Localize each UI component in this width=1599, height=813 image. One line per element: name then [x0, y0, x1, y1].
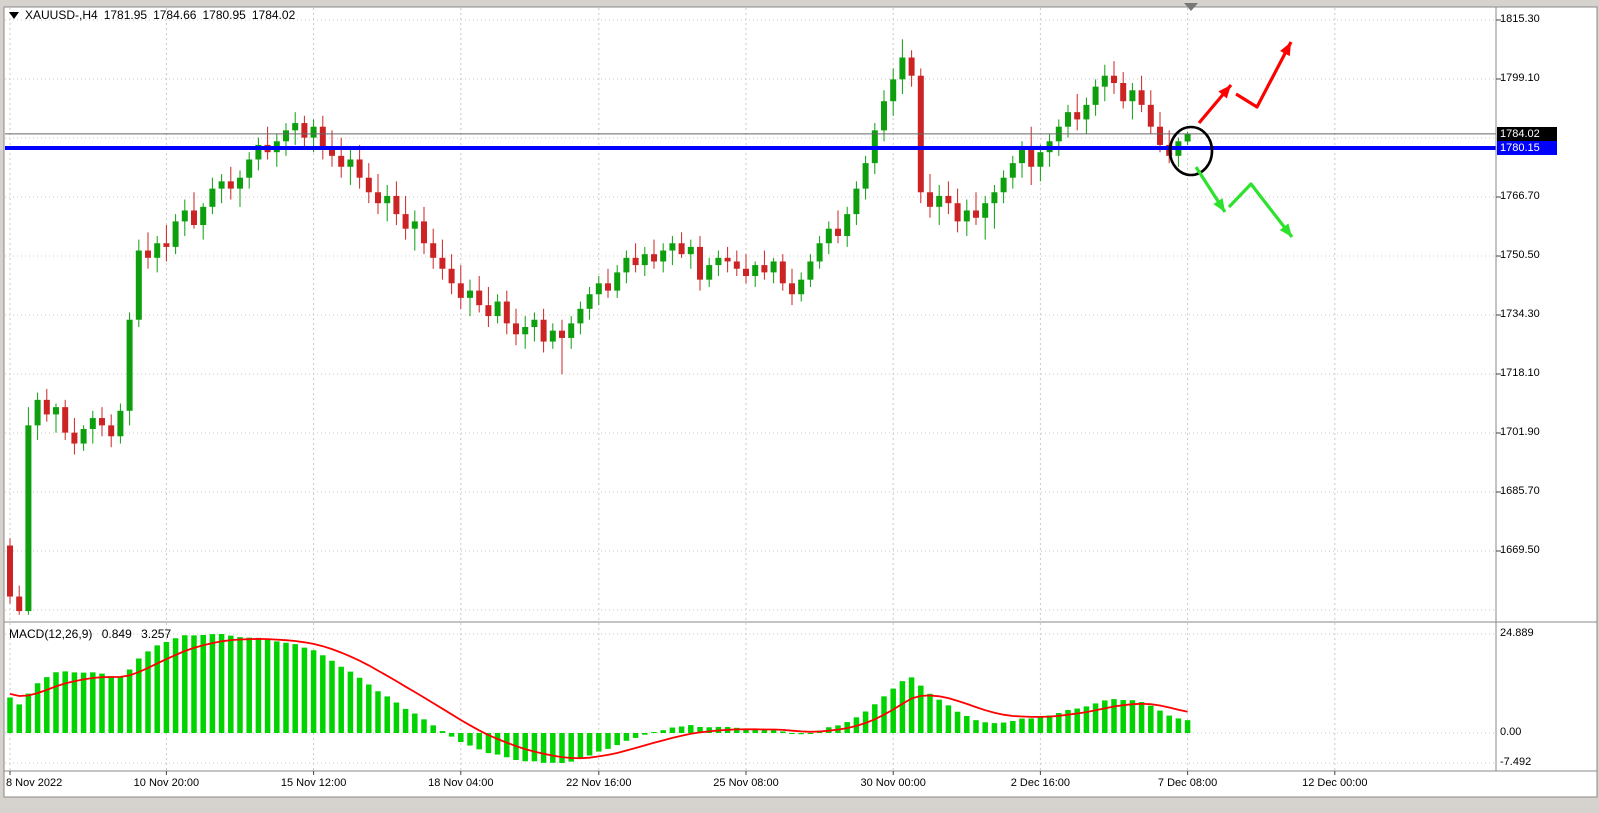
- quote-open: 1781.95: [103, 8, 148, 22]
- quote-low: 1780.95: [202, 8, 246, 22]
- macd-histogram: [7, 634, 1191, 763]
- highlight-circle[interactable]: [1168, 125, 1214, 177]
- current-price-tag: 1784.02: [1497, 127, 1557, 141]
- bullish-scenario-arrow[interactable]: [1197, 41, 1293, 125]
- grid: [5, 8, 1496, 771]
- quote-high: 1784.66: [153, 8, 197, 22]
- chart-background[interactable]: [3, 6, 1598, 798]
- hline-price-tag: 1780.15: [1497, 141, 1557, 155]
- macd-signal-line: [9, 637, 1188, 760]
- macd-signal-value: 3.257: [141, 627, 172, 641]
- macd-name: MACD(12,26,9): [9, 627, 93, 641]
- chart-title: XAUUSD-,H4 1781.95 1784.66 1780.95 1784.…: [9, 8, 301, 22]
- axis-ticks: [9, 19, 1501, 775]
- chart-shift-marker-icon[interactable]: [1184, 3, 1198, 11]
- bearish-scenario-arrow[interactable]: [1194, 166, 1294, 238]
- macd-main-value: 0.849: [101, 627, 132, 641]
- quote-close: 1784.02: [251, 8, 296, 22]
- quick-trade-dropdown-icon[interactable]: [9, 11, 19, 19]
- macd-indicator-label: MACD(12,26,9) 0.849 3.257: [9, 627, 177, 641]
- symbol-period-label: XAUUSD-,H4: [25, 8, 98, 22]
